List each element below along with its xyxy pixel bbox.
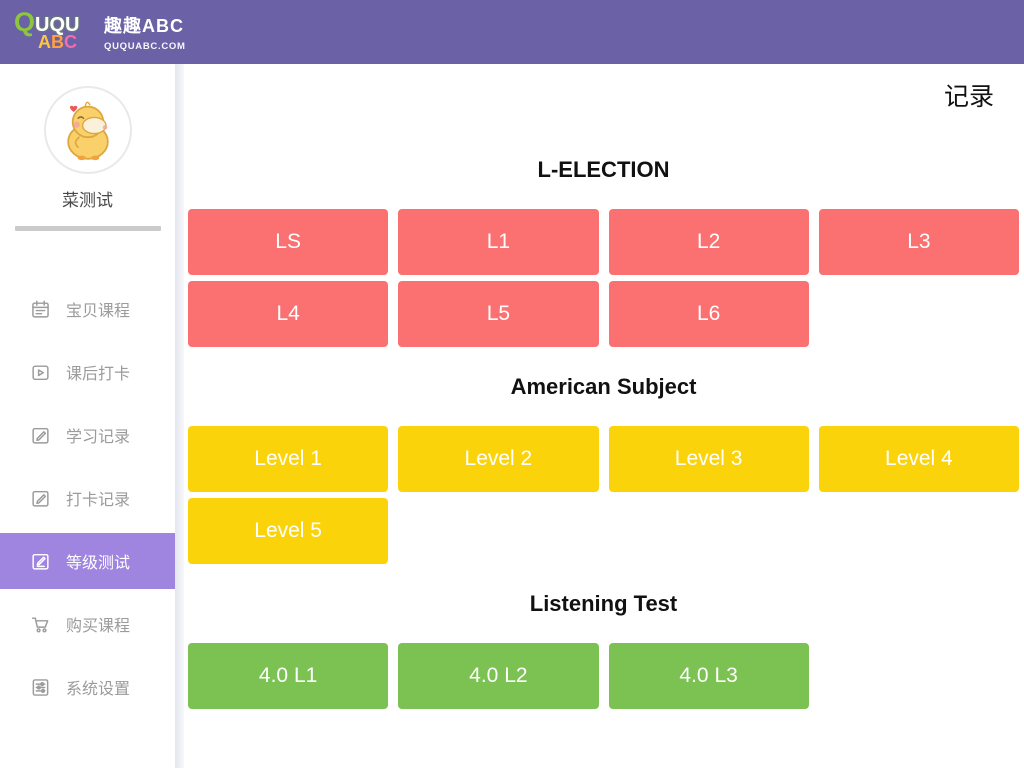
l-election-button-ls[interactable]: LS xyxy=(188,208,389,275)
section-title: L-ELECTION xyxy=(537,156,670,182)
l-election-button-l2[interactable]: L2 xyxy=(608,208,809,275)
button-grid: Level 1 Level 2 Level 3 Level 4 Level 5 xyxy=(188,425,1019,564)
logo-line1: QUQU xyxy=(14,9,79,36)
username: 菜测试 xyxy=(62,191,113,210)
sidebar-item-label: 购买课程 xyxy=(66,618,131,635)
logo-letter: Q xyxy=(14,7,36,37)
logo-text: 趣趣ABC QUQUABC.COM xyxy=(104,12,186,52)
calendar-icon xyxy=(30,299,51,320)
records-row: 记录 xyxy=(184,64,1024,112)
listening-test-button-4-0-l3[interactable]: 4.0 L3 xyxy=(608,642,809,709)
test-icon xyxy=(30,551,51,572)
sidebar-item-baby-courses[interactable]: 宝贝课程 xyxy=(0,281,175,337)
records-link[interactable]: 记录 xyxy=(943,83,994,111)
ququabc-logo-icon: QUQU ABC xyxy=(14,8,92,56)
level-sections: L-ELECTION LS L1 L2 L3 L4 L5 L6 American Subject… xyxy=(188,157,1019,709)
logo-letter: C xyxy=(64,32,77,52)
section-l-election: L-ELECTION LS L1 L2 L3 L4 L5 L6 xyxy=(188,157,1019,347)
sidebar-item-buy-courses[interactable]: 购买课程 xyxy=(0,596,175,652)
edit-icon xyxy=(30,488,51,509)
duck-avatar-icon xyxy=(66,101,109,161)
brand-title: 趣趣ABC xyxy=(104,16,184,36)
section-listening-test: Listening Test 4.0 L1 4.0 L2 4.0 L3 xyxy=(188,591,1019,709)
sidebar-item-system-settings[interactable]: 系统设置 xyxy=(0,659,175,715)
avatar[interactable] xyxy=(43,86,132,174)
section-american-subject: American Subject Level 1 Level 2 Level 3 Lev… xyxy=(188,374,1019,564)
sidebar-item-level-test[interactable]: 等级测试 xyxy=(0,533,175,589)
sidebar-scrollbar[interactable] xyxy=(175,64,184,768)
sidebar-item-after-class-checkin[interactable]: 课后打卡 xyxy=(0,344,175,400)
video-icon xyxy=(30,362,51,383)
button-grid: LS L1 L2 L3 L4 L5 L6 xyxy=(188,208,1019,347)
app-header: QUQU ABC 趣趣ABC QUQUABC.COM xyxy=(0,0,1024,64)
sidebar-menu: 宝贝课程课后打卡学习记录打卡记录等级测试购买课程系统设置 xyxy=(0,281,175,715)
american-subject-button-level-5[interactable]: Level 5 xyxy=(188,497,389,564)
sidebar-item-label: 学习记录 xyxy=(66,429,131,446)
american-subject-button-level-1[interactable]: Level 1 xyxy=(188,425,389,492)
logo-line2: ABC xyxy=(38,33,77,51)
listening-test-button-4-0-l1[interactable]: 4.0 L1 xyxy=(188,642,389,709)
settings-icon xyxy=(30,677,51,698)
sidebar-item-study-records[interactable]: 学习记录 xyxy=(0,407,175,463)
l-election-button-l4[interactable]: L4 xyxy=(188,280,389,347)
edit-icon xyxy=(30,425,51,446)
sidebar-item-label: 等级测试 xyxy=(66,555,131,572)
section-title: American Subject xyxy=(510,373,697,399)
sidebar-item-checkin-records[interactable]: 打卡记录 xyxy=(0,470,175,526)
main-content: 记录 L-ELECTION LS L1 L2 L3 L4 L5 L6 American Subj… xyxy=(184,64,1024,768)
sidebar-item-label: 宝贝课程 xyxy=(66,303,131,320)
american-subject-button-level-2[interactable]: Level 2 xyxy=(398,425,599,492)
l-election-button-l6[interactable]: L6 xyxy=(608,280,809,347)
listening-test-button-4-0-l2[interactable]: 4.0 L2 xyxy=(398,642,599,709)
profile-divider xyxy=(14,226,161,231)
sidebar-item-label: 打卡记录 xyxy=(66,492,131,509)
logo-letter: U xyxy=(65,14,80,36)
american-subject-button-level-4[interactable]: Level 4 xyxy=(818,425,1019,492)
l-election-button-l5[interactable]: L5 xyxy=(398,280,599,347)
sidebar-item-label: 系统设置 xyxy=(66,681,131,698)
app-logo: QUQU ABC 趣趣ABC QUQUABC.COM xyxy=(14,8,186,56)
l-election-button-l1[interactable]: L1 xyxy=(398,208,599,275)
american-subject-button-level-3[interactable]: Level 3 xyxy=(608,425,809,492)
sidebar-item-label: 课后打卡 xyxy=(66,366,131,383)
logo-letter: U xyxy=(35,14,50,36)
logo-letter: B xyxy=(51,32,64,52)
logo-letter: Q xyxy=(49,14,66,36)
sidebar: 菜测试 宝贝课程课后打卡学习记录打卡记录等级测试购买课程系统设置 xyxy=(0,64,175,768)
brand-url: QUQUABC.COM xyxy=(104,41,186,52)
logo-letter: A xyxy=(38,32,51,52)
section-title: Listening Test xyxy=(529,590,678,616)
l-election-button-l3[interactable]: L3 xyxy=(818,208,1019,275)
button-grid: 4.0 L1 4.0 L2 4.0 L3 xyxy=(188,642,1019,709)
cart-icon xyxy=(30,614,51,635)
